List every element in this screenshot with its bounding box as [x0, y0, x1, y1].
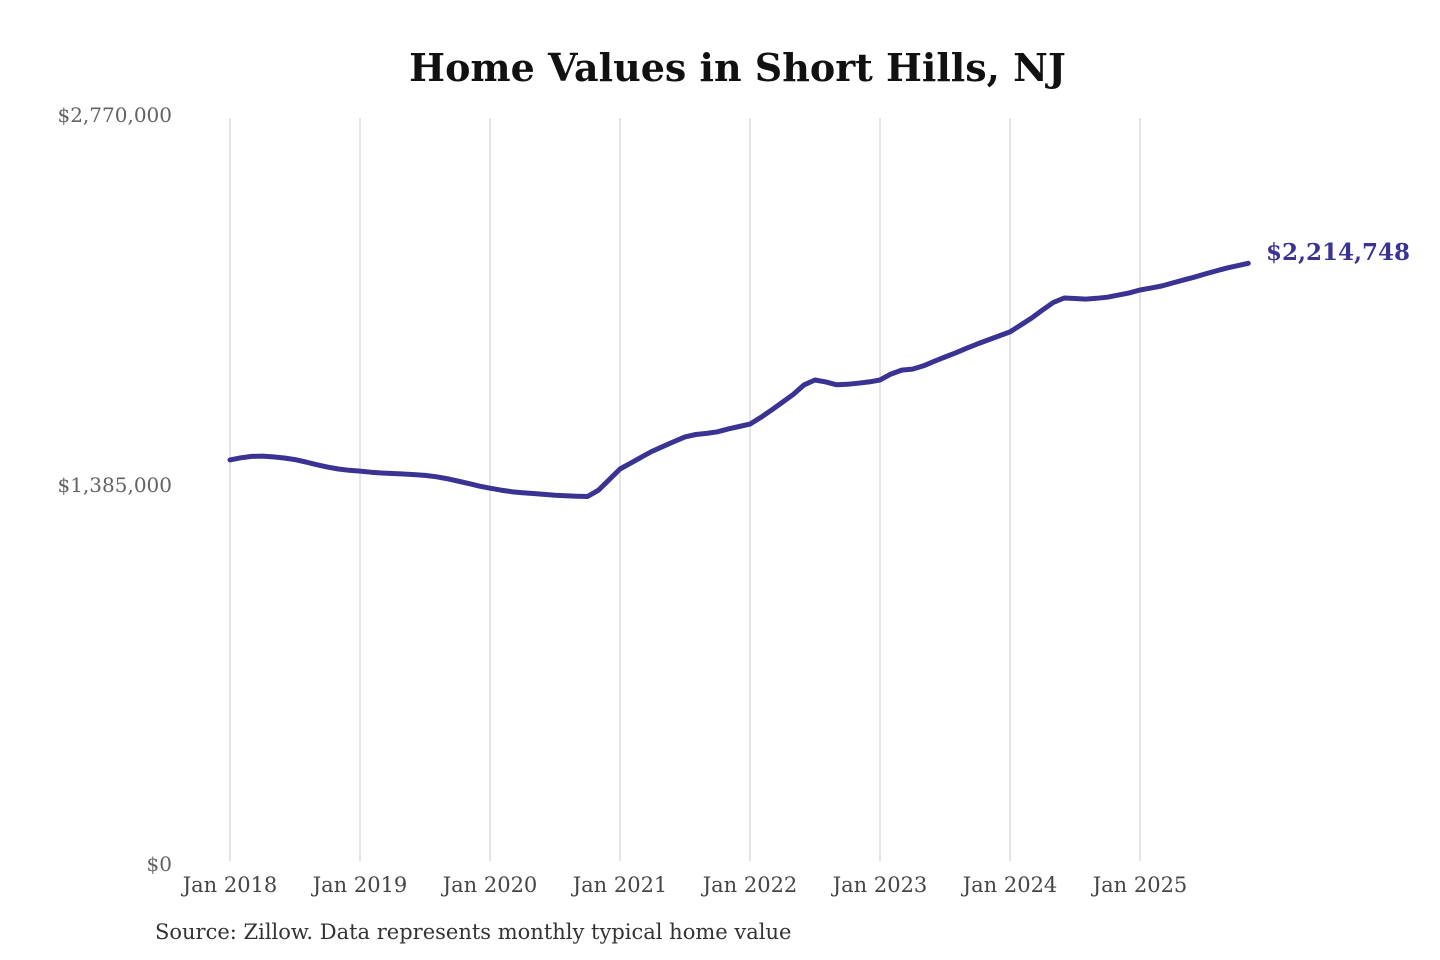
- x-axis-label: Jan 2018: [182, 873, 278, 897]
- x-axis-label: Jan 2023: [832, 873, 928, 897]
- x-axis-label: Jan 2019: [312, 873, 408, 897]
- y-axis-label: $0: [146, 852, 172, 876]
- x-axis-label: Jan 2021: [572, 873, 668, 897]
- source-note: Source: Zillow. Data represents monthly …: [155, 920, 792, 944]
- chart-title: Home Values in Short Hills, NJ: [409, 45, 1066, 90]
- x-axis-label: Jan 2020: [442, 873, 538, 897]
- latest-value-annotation: $2,214,748: [1266, 239, 1411, 266]
- home-value-line: [227, 260, 1251, 499]
- x-axis-label: Jan 2025: [1092, 873, 1188, 897]
- x-axis-label: Jan 2022: [702, 873, 798, 897]
- y-axis-label: $1,385,000: [57, 473, 172, 497]
- x-axis-label: Jan 2024: [962, 873, 1058, 897]
- y-axis-label: $2,770,000: [57, 103, 172, 127]
